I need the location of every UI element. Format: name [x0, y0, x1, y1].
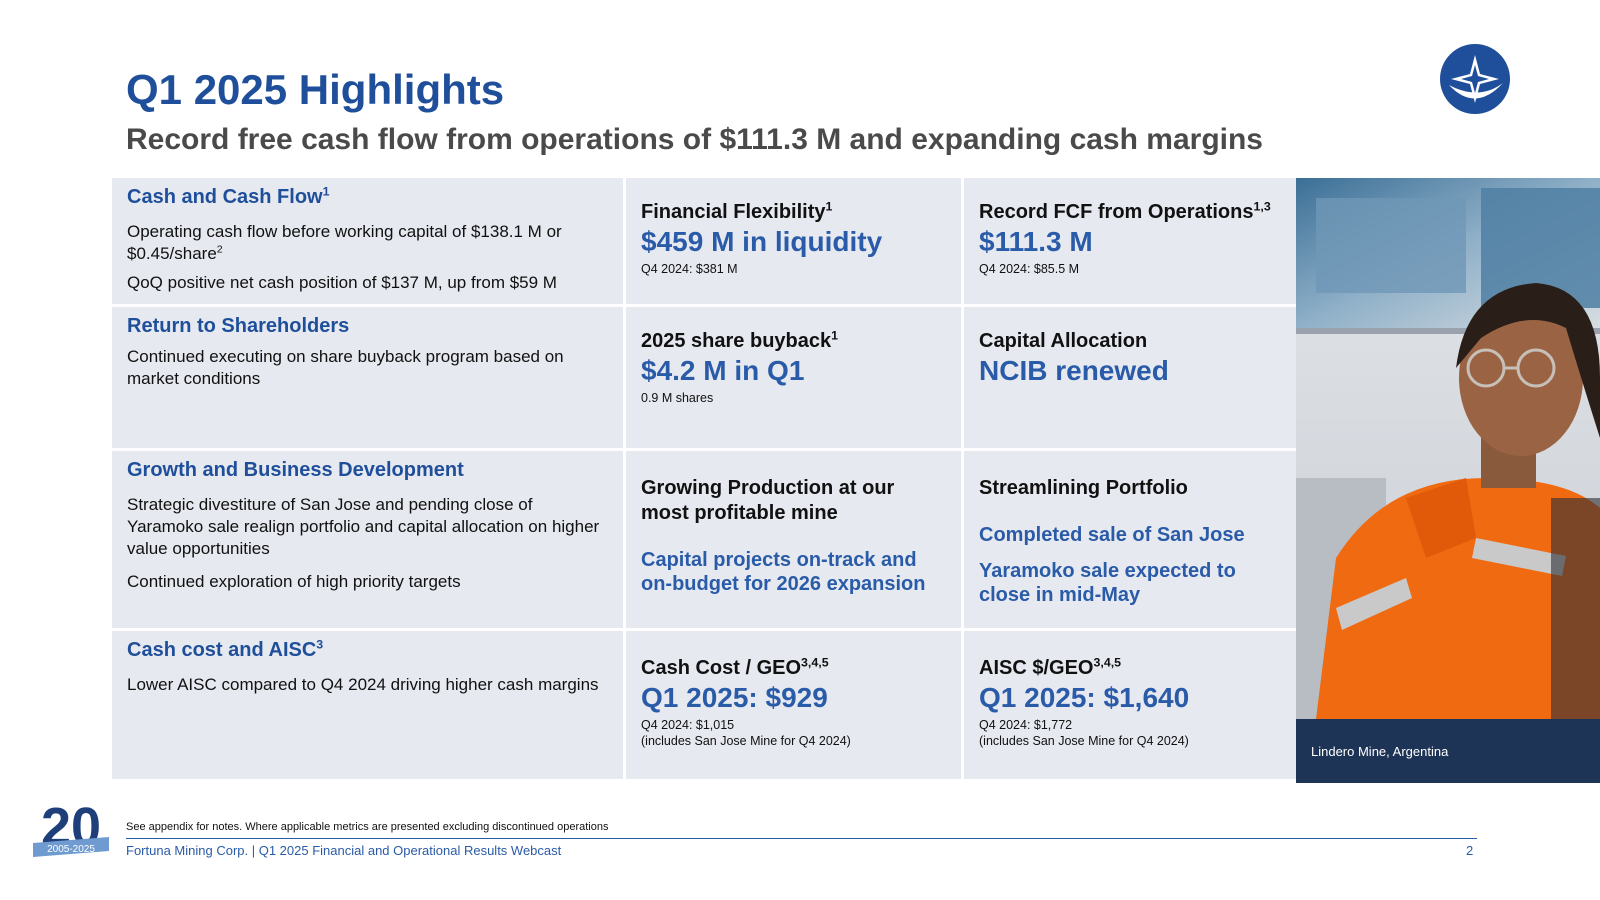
section-heading: Cash and Cash Flow1: [127, 184, 330, 208]
kpi-label: 2025 share buyback1: [641, 328, 839, 352]
company-logo-icon: [1440, 44, 1510, 114]
photo-caption: Lindero Mine, Argentina: [1296, 719, 1600, 783]
kpi-label: Capital Allocation: [979, 330, 1148, 352]
kpi-note: Q4 2024: $1,772: [979, 718, 1073, 732]
worker-image: [1296, 178, 1600, 719]
svg-text:2005-2025: 2005-2025: [47, 844, 95, 855]
liquidity-kpi: Financial Flexibility1 $459 M in liquidi…: [626, 178, 961, 304]
kpi-value: Q1 2025: $929: [641, 682, 828, 713]
kpi-value: $4.2 M in Q1: [641, 355, 805, 386]
kpi-highlight: Capital projects on-track and on-budget …: [641, 549, 926, 595]
kpi-label: Financial Flexibility1: [641, 199, 833, 223]
footer-divider: [126, 838, 1477, 839]
aisc-kpi: AISC $/GEO3,4,5 Q1 2025: $1,640 Q4 2024:…: [964, 631, 1299, 779]
kpi-value: NCIB renewed: [979, 355, 1169, 386]
section-text: Operating cash flow before working capit…: [127, 222, 562, 263]
kpi-highlight: Completed sale of San Jose: [979, 524, 1245, 546]
cash-cost-kpi: Cash Cost / GEO3,4,5 Q1 2025: $929 Q4 20…: [626, 631, 961, 779]
shareholders-cell: Return to Shareholders Continued executi…: [112, 307, 623, 448]
kpi-value: Q1 2025: $1,640: [979, 682, 1190, 713]
kpi-value: $111.3 M: [979, 226, 1093, 257]
mine-worker-photo: Lindero Mine, Argentina: [1296, 178, 1600, 783]
kpi-note: Q4 2024: $85.5 M: [979, 262, 1080, 276]
page-subtitle: Record free cash flow from operations of…: [126, 123, 1263, 156]
kpi-note: (includes San Jose Mine for Q4 2024): [979, 734, 1189, 748]
section-heading: Growth and Business Development: [127, 459, 464, 481]
kpi-note: (includes San Jose Mine for Q4 2024): [641, 734, 851, 748]
kpi-label: Growing Production at our most profitabl…: [641, 477, 895, 524]
kpi-label: Streamlining Portfolio: [979, 477, 1188, 499]
section-heading: Cash cost and AISC3: [127, 637, 324, 661]
kpi-label: Cash Cost / GEO3,4,5: [641, 655, 829, 679]
portfolio-kpi: Streamlining Portfolio Completed sale of…: [964, 451, 1299, 628]
footnote: See appendix for notes. Where applicable…: [126, 821, 609, 833]
kpi-note: Q4 2024: $1,015: [641, 718, 735, 732]
page-title: Q1 2025 Highlights: [126, 66, 505, 113]
kpi-highlight: Yaramoko sale expected to close in mid-M…: [979, 560, 1236, 606]
kpi-note: 0.9 M shares: [641, 391, 714, 405]
growth-cell: Growth and Business Development Strategi…: [112, 451, 623, 628]
section-heading: Return to Shareholders: [127, 315, 350, 337]
section-text: Lower AISC compared to Q4 2024 driving h…: [127, 675, 599, 694]
footer-text: Fortuna Mining Corp. | Q1 2025 Financial…: [126, 843, 562, 858]
fcf-kpi: Record FCF from Operations1,3 $111.3 M Q…: [964, 178, 1299, 304]
kpi-note: Q4 2024: $381 M: [641, 262, 738, 276]
production-kpi: Growing Production at our most profitabl…: [626, 451, 961, 628]
section-text: Strategic divestiture of San Jose and pe…: [127, 495, 600, 558]
section-text: Continued exploration of high priority t…: [127, 572, 461, 591]
cost-cell: Cash cost and AISC3 Lower AISC compared …: [112, 631, 623, 779]
page-number: 2: [1466, 843, 1474, 858]
highlights-grid: Cash and Cash Flow1 Operating cash flow …: [112, 178, 1299, 782]
kpi-value: $459 M in liquidity: [641, 226, 883, 257]
section-text: QoQ positive net cash position of $137 M…: [127, 273, 557, 292]
capital-allocation-kpi: Capital Allocation NCIB renewed: [964, 307, 1299, 448]
kpi-label: Record FCF from Operations1,3: [979, 199, 1271, 223]
section-text: Continued executing on share buyback pro…: [127, 347, 564, 388]
kpi-label: AISC $/GEO3,4,5: [979, 655, 1122, 679]
cash-flow-cell: Cash and Cash Flow1 Operating cash flow …: [112, 178, 623, 304]
buyback-kpi: 2025 share buyback1 $4.2 M in Q1 0.9 M s…: [626, 307, 961, 448]
twenty-year-anniversary-icon: 20 2005-2025: [33, 799, 109, 857]
